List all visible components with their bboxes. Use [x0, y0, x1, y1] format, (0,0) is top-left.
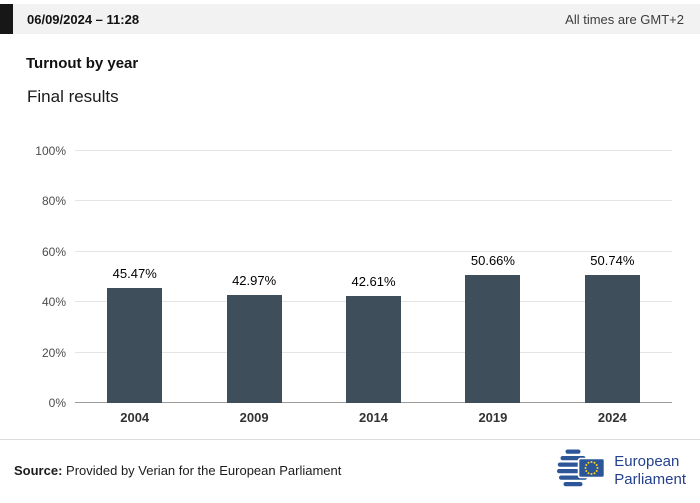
x-axis-tick-label: 2004 — [120, 410, 150, 425]
bar-column: 45.47% — [75, 151, 194, 403]
title-block: Turnout by year Final results — [0, 34, 700, 107]
chart-title: Turnout by year — [26, 55, 139, 72]
topbar-accent-block — [0, 4, 13, 34]
footer: Source: Provided by Verian for the Europ… — [0, 439, 700, 503]
bars-container: 45.47% 42.97% 42.61% 50.66% 50.74% — [75, 151, 672, 403]
plot-area: 0% 20% 40% 60% 80% 100% 45.47% 42.97% 42.61% 50.6… — [35, 144, 672, 410]
y-axis-tick-label: 40% — [41, 295, 66, 310]
timezone-note: All times are GMT+2 — [565, 11, 684, 27]
european-parliament-logo-text: European Parliament — [614, 453, 686, 488]
bar-value-label: 50.74% — [590, 253, 635, 269]
bar-column: 42.61% — [314, 151, 433, 403]
turnout-bar — [584, 275, 640, 403]
turnout-bar — [226, 294, 282, 403]
source-label: Source: — [14, 463, 63, 478]
turnout-bar — [346, 295, 402, 403]
bar-value-label: 50.66% — [470, 253, 515, 269]
logo-text-line1: European — [614, 452, 680, 470]
turnout-bar-chart: 0% 20% 40% 60% 80% 100% 45.47% 42.97% 42.61% 50.6… — [35, 144, 672, 410]
bar-column: 50.74% — [553, 151, 672, 403]
y-axis-tick-label: 0% — [48, 396, 66, 410]
x-axis-tick-label: 2019 — [478, 410, 508, 425]
topbar: 06/09/2024 – 11:28 All times are GMT+2 — [0, 4, 700, 34]
source-note: Source: Provided by Verian for the Europ… — [14, 463, 341, 478]
chart-subtitle: Final results — [27, 87, 119, 106]
datetime-label: 06/09/2024 – 11:28 — [27, 11, 140, 27]
bar-column: 42.97% — [194, 151, 313, 403]
european-parliament-logo[interactable]: European Parliament — [557, 449, 686, 492]
y-axis-tick-label: 80% — [41, 194, 66, 209]
y-axis-tick-label: 60% — [41, 244, 66, 259]
gridline — [75, 150, 672, 151]
x-axis: 2004 2009 2014 2019 2024 — [75, 410, 672, 425]
european-parliament-logo-icon — [557, 449, 606, 492]
bar-value-label: 45.47% — [112, 266, 157, 282]
x-axis-tick-label: 2009 — [239, 410, 269, 425]
y-axis-tick-label: 20% — [41, 345, 66, 360]
logo-text-line2: Parliament — [614, 470, 686, 488]
turnout-bar — [107, 288, 163, 403]
bar-value-label: 42.61% — [351, 273, 396, 289]
gridline — [75, 200, 672, 202]
bar-column: 50.66% — [433, 151, 552, 403]
turnout-bar — [465, 275, 521, 403]
x-axis-tick-label: 2014 — [359, 410, 388, 425]
y-axis-tick-label: 100% — [35, 144, 66, 158]
bar-value-label: 42.97% — [232, 272, 277, 288]
x-axis-tick-label: 2024 — [597, 410, 627, 425]
source-text: Provided by Verian for the European Parl… — [66, 463, 342, 478]
gridline — [75, 250, 672, 252]
